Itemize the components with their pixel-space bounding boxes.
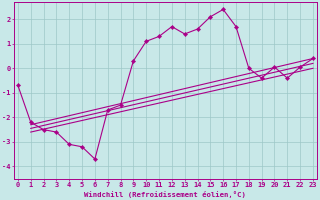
X-axis label: Windchill (Refroidissement éolien,°C): Windchill (Refroidissement éolien,°C) [84, 191, 246, 198]
